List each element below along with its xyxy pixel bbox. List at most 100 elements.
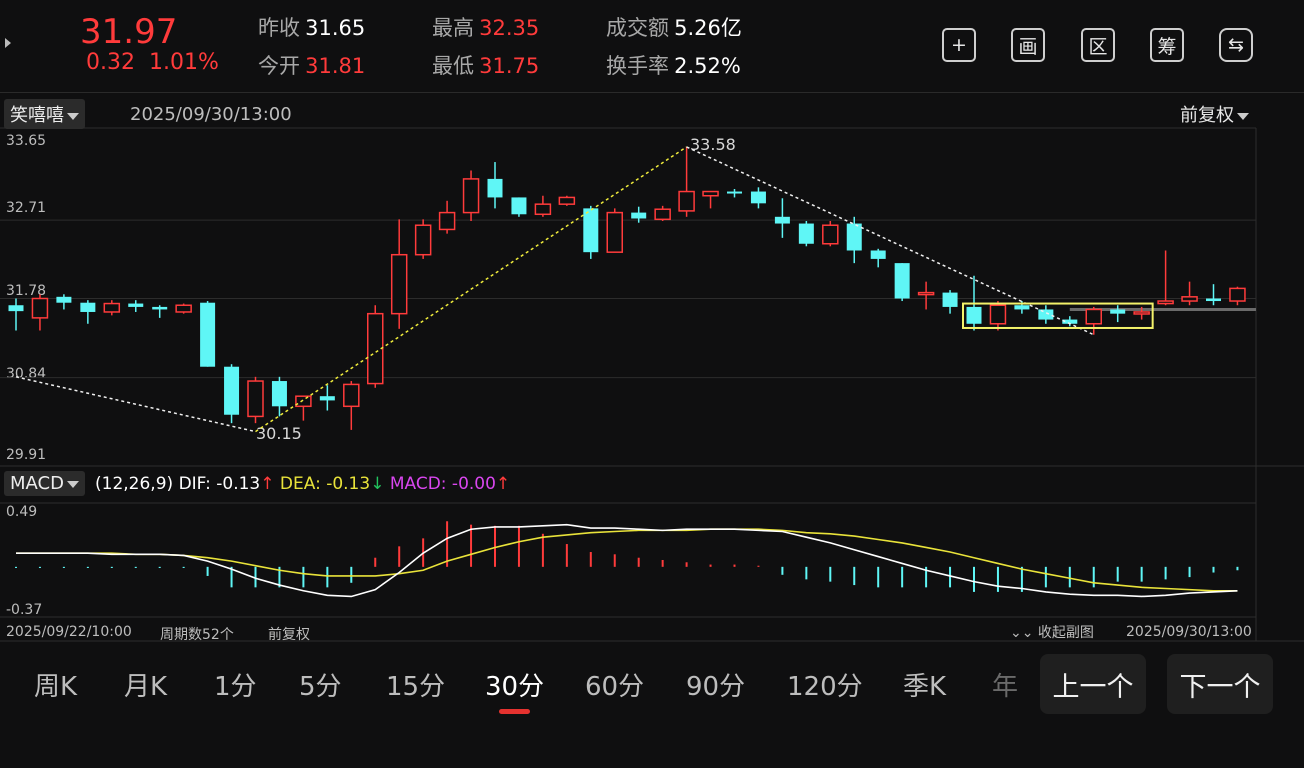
candle-body (390, 253, 408, 315)
candle-body (702, 190, 719, 197)
indicator-select[interactable]: 笑嘻嘻 (4, 99, 85, 129)
candle-body (1085, 308, 1102, 325)
dea-value: DEA: -0.13 (279, 474, 371, 494)
stat-open: 今开 31.81 (258, 54, 366, 78)
crosshair-time: 2025/09/30/13:00 (130, 104, 292, 125)
candle-body (534, 203, 552, 216)
change-value: 0.32 (86, 50, 135, 75)
candle-body (343, 383, 360, 408)
candle-body (367, 312, 384, 385)
collapse-icon: ⌄⌄ (1010, 625, 1034, 641)
stat-high: 最高 32.35 (432, 16, 540, 40)
tab-60min[interactable]: 60分 (585, 672, 645, 702)
candle-body (175, 304, 192, 313)
candle-body (1038, 309, 1054, 320)
last-price: 31.97 (80, 12, 178, 52)
candle-body (414, 224, 432, 256)
collapse-subchart-button[interactable]: ⌄⌄ 收起副图 (1010, 625, 1094, 641)
candle-body (1229, 287, 1246, 302)
candle-body (8, 305, 24, 312)
candle-body (894, 263, 910, 299)
candle-body (295, 395, 312, 408)
dif-line (16, 523, 1238, 598)
candle-body (271, 381, 287, 407)
tab-90min[interactable]: 90分 (686, 672, 746, 702)
candle-body (462, 178, 480, 214)
dea-arrow-icon: ↓ (370, 474, 385, 494)
next-stock-button[interactable]: 下一个 (1167, 654, 1273, 714)
adjust-select[interactable]: 前复权 (1180, 101, 1249, 127)
candle-body (966, 306, 982, 324)
header-divider (0, 92, 1304, 93)
chevron-down-icon (66, 480, 79, 488)
candle-body (678, 190, 695, 212)
dif-arrow-icon: ↑ (260, 474, 275, 494)
candle-body (103, 302, 121, 313)
trend-line (15, 376, 256, 433)
candle-body (606, 211, 623, 253)
range-icon[interactable]: 区 (1081, 28, 1115, 62)
expand-arrow-icon[interactable] (5, 38, 11, 48)
candle-body (128, 303, 144, 307)
candle-body (56, 296, 72, 303)
candle-body (631, 212, 647, 219)
footer-adjust: 前复权 (268, 627, 310, 643)
y-tick-label: 29.91 (6, 447, 47, 463)
macd-indicator-select[interactable]: MACD (4, 471, 85, 496)
candle-body (1206, 298, 1221, 302)
candle-body (822, 224, 839, 245)
tab-yearly[interactable]: 年 (992, 672, 1019, 702)
macd-arrow-icon: ↑ (495, 474, 511, 494)
candle-body (870, 250, 886, 259)
candle-body (1014, 305, 1030, 310)
stat-turnover-rate: 换手率 2.52% (606, 54, 741, 78)
macd-value: MACD: -0.00 (389, 474, 496, 494)
candle-body (583, 208, 599, 253)
macd-y-tick-label: 0.49 (6, 504, 38, 520)
candle-body (1062, 319, 1078, 324)
range-box (962, 302, 1154, 329)
candle-body (558, 196, 576, 205)
macd-legend: (12,26,9) DIF: -0.13↑ DEA: -0.13↓ MACD: … (95, 474, 510, 494)
candle-body (247, 380, 264, 418)
tab-weekly[interactable]: 周K (34, 672, 78, 702)
y-tick-label: 33.65 (6, 133, 47, 149)
rotate-screen-icon[interactable]: ⇆ (1219, 28, 1253, 62)
candle-body (846, 223, 862, 251)
candle-body (1110, 309, 1126, 314)
tab-30min[interactable]: 30分 (485, 672, 545, 702)
tab-120min[interactable]: 120分 (787, 672, 863, 702)
tab-15min[interactable]: 15分 (386, 672, 446, 702)
candle-body (487, 178, 503, 198)
draw-icon[interactable]: 画 (1011, 28, 1045, 62)
y-tick-label: 31.78 (6, 283, 47, 299)
stat-turnover-amount: 成交额 5.26亿 (606, 16, 742, 40)
dif-value: DIF: -0.13 (178, 474, 261, 494)
chip-icon[interactable]: 筹 (1150, 28, 1184, 62)
candle-body (319, 396, 335, 401)
candle-body (942, 292, 958, 307)
candle-body (1133, 311, 1150, 315)
candle-body (511, 197, 527, 215)
active-tab-indicator (499, 709, 530, 714)
candle-body (750, 191, 766, 204)
price-change: 0.32 1.01% (86, 50, 219, 75)
candle-body (774, 216, 790, 224)
dea-line (16, 528, 1238, 592)
tab-1min[interactable]: 1分 (214, 672, 257, 702)
tab-quarterly[interactable]: 季K (903, 672, 947, 702)
macd-y-tick-label: -0.37 (6, 602, 43, 618)
change-percent: 1.01% (148, 50, 219, 75)
tab-5min[interactable]: 5分 (299, 672, 342, 702)
candle-body (200, 302, 216, 367)
prev-stock-button[interactable]: 上一个 (1040, 654, 1146, 714)
add-icon[interactable]: + (942, 28, 976, 62)
candle-body (989, 304, 1007, 325)
candle-body (727, 191, 742, 194)
candle-body (31, 297, 49, 319)
tab-monthly[interactable]: 月K (124, 672, 168, 702)
candle-body (80, 302, 96, 312)
start-time: 2025/09/22/10:00 (6, 624, 132, 640)
candle-body (1157, 300, 1174, 305)
